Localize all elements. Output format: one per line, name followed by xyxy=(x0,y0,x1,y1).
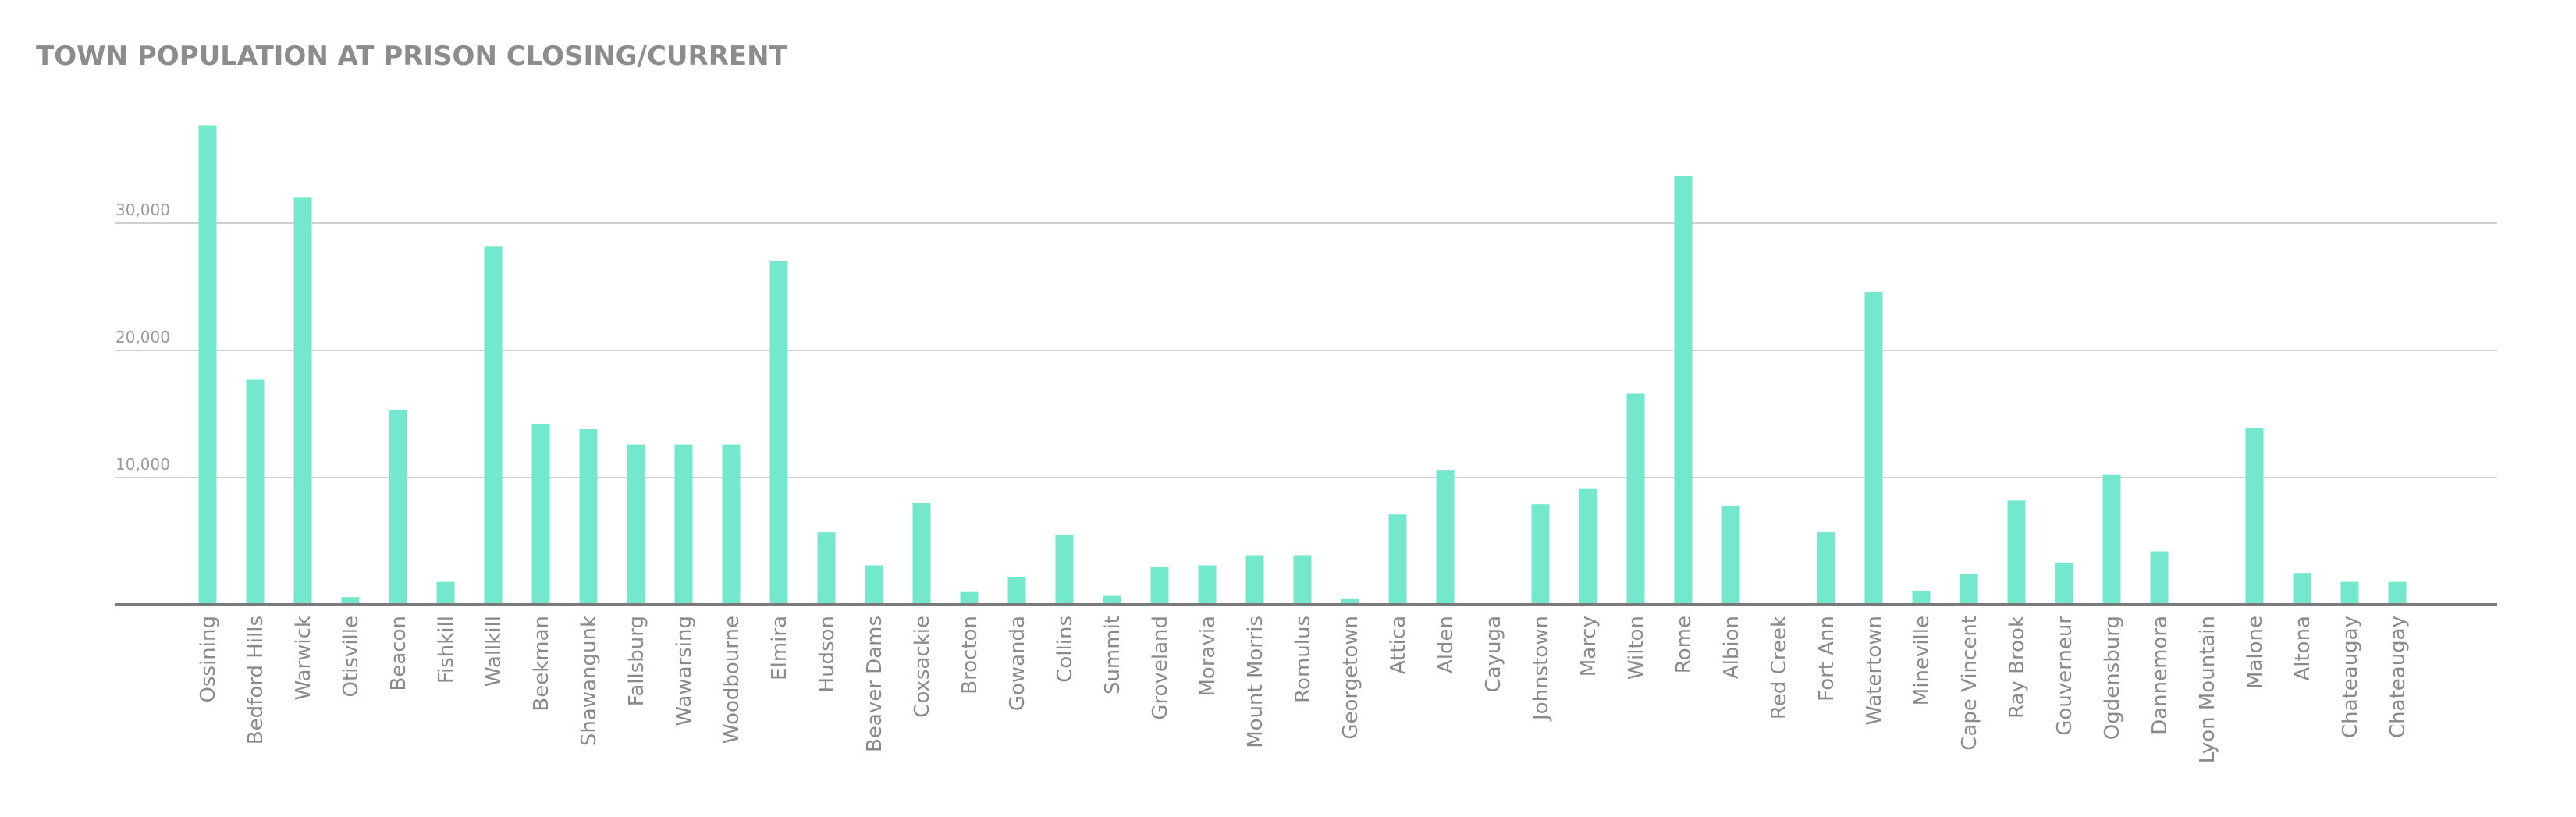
x-tick-label: Wallkill xyxy=(482,616,506,687)
x-tick-label: Marcy xyxy=(1577,616,1601,677)
bar-brocton xyxy=(960,591,979,605)
x-tick-label: Fort Ann xyxy=(1815,616,1839,702)
y-tick-label: 10,000 xyxy=(115,455,170,474)
x-tick-labels: Ossining Bedford Hills Warwick Otisville Bea… xyxy=(197,616,2410,764)
bar-chateaugay xyxy=(2340,581,2359,605)
bar-ogdensburg xyxy=(2102,474,2121,605)
x-tick-label: Coxsackie xyxy=(911,616,934,718)
bar-fort-ann xyxy=(1817,532,1835,605)
bar-chateaugay xyxy=(2388,581,2407,605)
gridlines: 10,000 20,000 30,000 xyxy=(115,201,2497,478)
bar-marcy xyxy=(1579,488,1597,605)
bar-shawangunk xyxy=(579,429,598,605)
x-tick-label: Otisville xyxy=(339,616,363,697)
bar-wawarsing xyxy=(674,444,693,605)
bar-alden xyxy=(1436,470,1455,605)
x-tick-label: Beacon xyxy=(387,616,410,691)
bar-woodbourne xyxy=(722,444,741,605)
x-tick-label: Attica xyxy=(1387,616,1410,674)
x-tick-label: Cayuga xyxy=(1482,616,1505,692)
x-tick-label: Fishkill xyxy=(435,616,458,684)
bar-collins xyxy=(1055,535,1074,605)
x-tick-label: Malone xyxy=(2244,616,2267,689)
bar-summit xyxy=(1103,595,1121,605)
bar-romulus xyxy=(1293,555,1312,605)
bar-johnstown xyxy=(1531,504,1550,605)
x-tick-label: Beekman xyxy=(530,616,553,712)
bar-fishkill xyxy=(436,581,455,605)
bar-elmira xyxy=(769,261,788,605)
x-tick-label: Wawarsing xyxy=(673,616,696,726)
bar-watertown xyxy=(1864,292,1883,605)
x-tick-label: Cape Vincent xyxy=(1958,616,1981,751)
x-tick-label: Warwick xyxy=(292,616,315,701)
x-tick-label: Bedford Hills xyxy=(244,616,268,744)
x-tick-label: Altona xyxy=(2291,616,2315,681)
x-tick-label: Georgetown xyxy=(1339,616,1363,740)
x-tick-label: Johnstown xyxy=(1530,616,1553,722)
bar-rome xyxy=(1674,176,1693,605)
bar-beekman xyxy=(531,424,550,605)
y-tick-label: 30,000 xyxy=(115,201,170,219)
bar-beacon xyxy=(389,410,407,605)
x-tick-label: Chateaugay xyxy=(2339,616,2362,738)
bar-coxsackie xyxy=(912,503,931,605)
bar-mineville xyxy=(1912,591,1931,605)
bar-albion xyxy=(1721,505,1740,605)
bar-warwick xyxy=(293,197,312,605)
x-tick-label: Alden xyxy=(1434,616,1458,673)
x-tick-label: Summit xyxy=(1101,616,1125,694)
y-tick-label: 20,000 xyxy=(115,328,170,346)
x-tick-label: Gowanda xyxy=(1006,616,1029,711)
bar-gowanda xyxy=(1007,577,1026,605)
x-tick-label: Ray Brook xyxy=(2006,616,2029,719)
x-tick-label: Collins xyxy=(1053,616,1077,683)
bar-wallkill xyxy=(484,246,503,605)
x-tick-label: Mount Morris xyxy=(1244,616,1267,748)
bar-dannemora xyxy=(2150,551,2169,605)
bar-groveland xyxy=(1150,567,1169,605)
x-tick-label: Lyon Mountain xyxy=(2196,616,2219,763)
x-tick-label: Chateaugay xyxy=(2386,616,2410,738)
x-tick-label: Moravia xyxy=(1196,616,1220,697)
bar-hudson xyxy=(817,532,836,605)
bar-wilton xyxy=(1626,393,1645,605)
x-tick-label: Ogdensburg xyxy=(2101,616,2124,740)
bars xyxy=(198,125,2407,606)
bar-georgetown xyxy=(1341,598,1359,605)
x-tick-label: Fallsburg xyxy=(625,616,648,706)
x-tick-label: Mineville xyxy=(1910,616,1934,705)
x-tick-label: Elmira xyxy=(768,616,791,680)
bar-beaver-dams xyxy=(865,565,883,605)
bar-gouverneur xyxy=(2055,563,2073,605)
bar-altona xyxy=(2293,573,2311,605)
bar-bedford-hills xyxy=(246,379,265,605)
x-tick-label: Ossining xyxy=(197,616,220,702)
x-tick-label: Rome xyxy=(1672,616,1696,673)
x-tick-label: Shawangunk xyxy=(577,616,601,746)
x-tick-label: Red Creek xyxy=(1768,616,1791,719)
bar-fallsburg xyxy=(627,444,645,605)
x-tick-label: Brocton xyxy=(958,616,982,694)
chart-title: TOWN POPULATION AT PRISON CLOSING/CURREN… xyxy=(36,41,787,72)
x-tick-label: Gouverneur xyxy=(2053,616,2077,736)
x-tick-label: Albion xyxy=(1720,616,1743,679)
x-tick-label: Watertown xyxy=(1863,616,1886,726)
x-tick-label: Woodbourne xyxy=(720,616,744,744)
bar-attica xyxy=(1388,514,1407,605)
x-tick-label: Beaver Dams xyxy=(863,616,886,752)
x-tick-label: Groveland xyxy=(1149,616,1172,720)
x-tick-label: Wilton xyxy=(1625,616,1648,680)
bar-cape-vincent xyxy=(1960,574,1978,605)
x-tick-label: Hudson xyxy=(815,616,839,692)
bar-mount-morris xyxy=(1245,555,1264,605)
bar-malone xyxy=(2245,428,2264,605)
bar-ray-brook xyxy=(2007,500,2026,605)
x-tick-label: Romulus xyxy=(1292,616,1315,703)
bar-moravia xyxy=(1198,565,1217,605)
bar-ossining xyxy=(198,125,217,606)
x-tick-label: Dannemora xyxy=(2148,616,2172,735)
bar-otisville xyxy=(341,597,360,605)
